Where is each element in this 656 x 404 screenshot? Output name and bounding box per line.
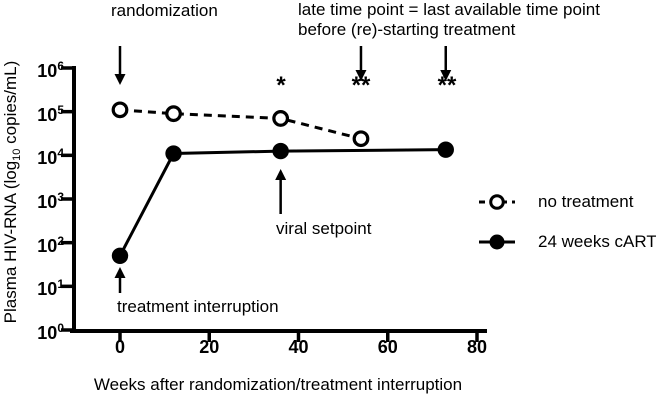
y-tick-exponent: 1 <box>57 277 64 292</box>
annotation-randomization: randomization <box>111 1 218 20</box>
legend: no treatment 24 weeks cART <box>477 191 656 271</box>
data-point-filled-circle <box>272 142 289 160</box>
data-point-open-circle <box>272 110 290 127</box>
late-time-point-arrow-1-head-icon <box>355 70 367 81</box>
legend-item-no-treatment: no treatment <box>477 191 656 213</box>
y-tick-base: 10 <box>37 148 58 169</box>
viral-setpoint-arrow-head-icon <box>275 169 287 180</box>
y-tick-label: 104 <box>16 142 64 169</box>
filled-circle-solid-line-icon <box>479 234 515 250</box>
y-tick-base: 10 <box>37 235 58 256</box>
y-tick-base: 10 <box>37 60 58 81</box>
data-point-filled-circle <box>165 145 182 162</box>
data-point-open-circle <box>165 105 182 123</box>
open-circle-dashed-line-icon <box>479 194 515 210</box>
x-tick-label: 80 <box>466 337 488 357</box>
y-tick-exponent: 2 <box>57 233 64 248</box>
x-tick-label: 60 <box>377 337 398 357</box>
y-tick-base: 10 <box>37 279 58 300</box>
data-point-filled-circle <box>437 141 454 158</box>
y-tick-base: 10 <box>37 323 58 343</box>
x-tick-label: 20 <box>199 337 220 357</box>
y-tick-base: 10 <box>37 104 58 125</box>
y-tick-label: 106 <box>16 55 64 82</box>
treatment-interruption-arrow-head-icon <box>114 267 126 278</box>
y-tick-exponent: 6 <box>57 58 64 73</box>
data-point-open-circle <box>111 101 129 119</box>
legend-item-24-weeks-cart: 24 weeks cART <box>477 231 656 253</box>
legend-label-24-weeks-cart: 24 weeks cART <box>538 232 656 251</box>
significance-star-week36: * <box>276 72 286 99</box>
significance-stars-week73: ** <box>437 72 457 99</box>
y-tick-label: 102 <box>16 230 64 257</box>
annotation-late-time-point-line1: late time point = last available time po… <box>298 0 600 19</box>
y-tick-exponent: 3 <box>57 189 64 204</box>
y-tick-exponent: 4 <box>57 146 64 161</box>
annotation-treatment-interruption: treatment interruption <box>117 297 279 316</box>
randomization-arrow-head-icon <box>114 74 126 85</box>
y-tick-label: 100 <box>16 317 64 344</box>
y-tick-exponent: 0 <box>57 321 64 335</box>
significance-stars-week54: ** <box>351 72 371 99</box>
x-tick-label: 0 <box>114 337 126 357</box>
y-tick-label: 105 <box>16 99 64 126</box>
legend-label-no-treatment: no treatment <box>538 192 634 211</box>
series-line-dashed <box>119 108 362 141</box>
x-tick-label: 40 <box>288 337 309 357</box>
series-line-solid <box>118 148 446 257</box>
annotation-viral-setpoint: viral setpoint <box>276 219 372 238</box>
y-tick-label: 103 <box>16 186 64 213</box>
y-tick-label: 101 <box>16 273 64 300</box>
x-axis-title: Weeks after randomization/treatment inte… <box>93 375 463 394</box>
y-tick-exponent: 5 <box>57 102 64 117</box>
annotation-late-time-point-line2: before (re)-starting treatment <box>298 20 516 39</box>
late-time-point-arrow-2-head-icon <box>440 70 452 81</box>
data-point-filled-circle <box>111 247 129 265</box>
data-point-open-circle <box>352 130 370 148</box>
y-tick-base: 10 <box>37 191 58 212</box>
